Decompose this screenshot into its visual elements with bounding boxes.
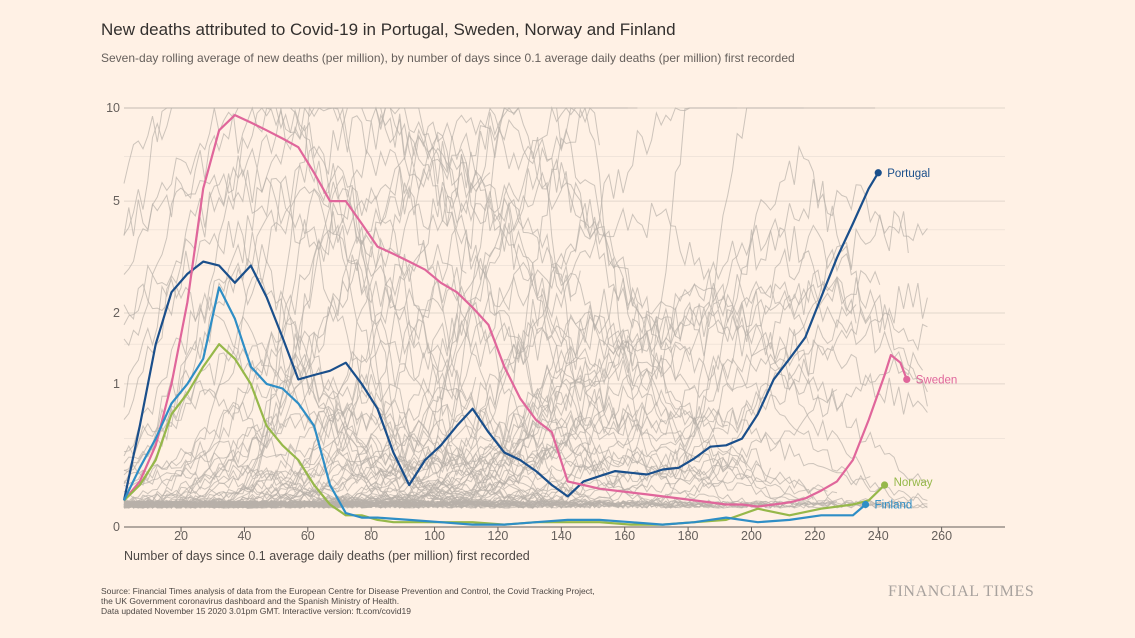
x-tick-label: 200 bbox=[741, 529, 762, 543]
y-tick-label: 0 bbox=[113, 520, 120, 534]
context-line bbox=[123, 187, 667, 506]
portugal-end-dot bbox=[874, 169, 882, 177]
x-tick-label: 20 bbox=[174, 529, 188, 543]
sweden-label: Sweden bbox=[916, 374, 958, 386]
x-tick-label: 60 bbox=[301, 529, 315, 543]
context-line bbox=[123, 410, 647, 507]
context-line bbox=[123, 125, 695, 504]
context-line bbox=[123, 311, 928, 509]
brand-logo: FINANCIAL TIMES bbox=[888, 583, 1035, 600]
y-tick-label: 1 bbox=[113, 377, 120, 391]
x-tick-label: 140 bbox=[551, 529, 572, 543]
context-line bbox=[123, 367, 610, 509]
context-line bbox=[123, 261, 534, 508]
context-line bbox=[123, 107, 909, 482]
x-tick-label: 100 bbox=[424, 529, 445, 543]
context-line bbox=[123, 431, 714, 509]
context-line bbox=[123, 107, 515, 507]
context-line bbox=[123, 147, 572, 499]
chart-title: New deaths attributed to Covid-19 in Por… bbox=[101, 20, 676, 39]
source-line-1: Source: Financial Times analysis of data… bbox=[101, 586, 595, 596]
context-line bbox=[123, 341, 691, 503]
context-line bbox=[123, 303, 871, 509]
source-note: Source: Financial Times analysis of data… bbox=[101, 586, 741, 616]
norway-label: Norway bbox=[894, 477, 933, 489]
x-tick-label: 40 bbox=[237, 529, 251, 543]
finland-line bbox=[123, 286, 867, 526]
x-tick-label: 80 bbox=[364, 529, 378, 543]
source-line-3: Data updated November 15 2020 3.01pm GMT… bbox=[101, 606, 411, 616]
context-line bbox=[123, 186, 928, 509]
portugal-line bbox=[122, 172, 880, 501]
norway-end-dot bbox=[880, 481, 889, 489]
axes: 20 40 60 80 100 120 140 160 180 200 220 240 260 0 1 2 5 1… bbox=[106, 101, 1005, 543]
context-line bbox=[123, 106, 928, 453]
x-tick-label: 160 bbox=[614, 529, 635, 543]
y-tick-label: 10 bbox=[106, 101, 120, 115]
x-tick-label: 120 bbox=[488, 529, 509, 543]
context-line bbox=[123, 500, 443, 509]
sweden-end-dot bbox=[903, 375, 911, 383]
context-line bbox=[123, 366, 453, 489]
context-line bbox=[123, 269, 881, 505]
y-tick-label: 5 bbox=[113, 194, 120, 208]
context-line bbox=[123, 106, 785, 509]
context-line bbox=[123, 107, 586, 507]
context-lines bbox=[123, 106, 928, 509]
x-tick-label: 180 bbox=[678, 529, 699, 543]
finland-end-dot bbox=[861, 500, 870, 509]
context-line bbox=[123, 113, 790, 508]
highlight-series: Portugal Sweden Norway Finland bbox=[122, 114, 958, 526]
y-tick-label: 2 bbox=[113, 306, 120, 320]
context-line bbox=[123, 165, 586, 498]
context-line bbox=[123, 371, 838, 509]
x-tick-label: 220 bbox=[804, 529, 825, 543]
sweden-line bbox=[123, 114, 908, 508]
context-line bbox=[123, 465, 486, 509]
x-axis-label: Number of days since 0.1 average daily d… bbox=[124, 549, 530, 563]
source-line-2: the UK Government coronavirus dashboard … bbox=[101, 596, 400, 606]
context-line bbox=[123, 409, 672, 508]
x-tick-label: 260 bbox=[931, 529, 952, 543]
portugal-label: Portugal bbox=[887, 168, 930, 180]
context-line bbox=[123, 263, 581, 508]
finland-label: Finland bbox=[875, 500, 913, 512]
x-tick-label: 240 bbox=[868, 529, 889, 543]
chart-subtitle: Seven-day rolling average of new deaths … bbox=[101, 51, 795, 65]
